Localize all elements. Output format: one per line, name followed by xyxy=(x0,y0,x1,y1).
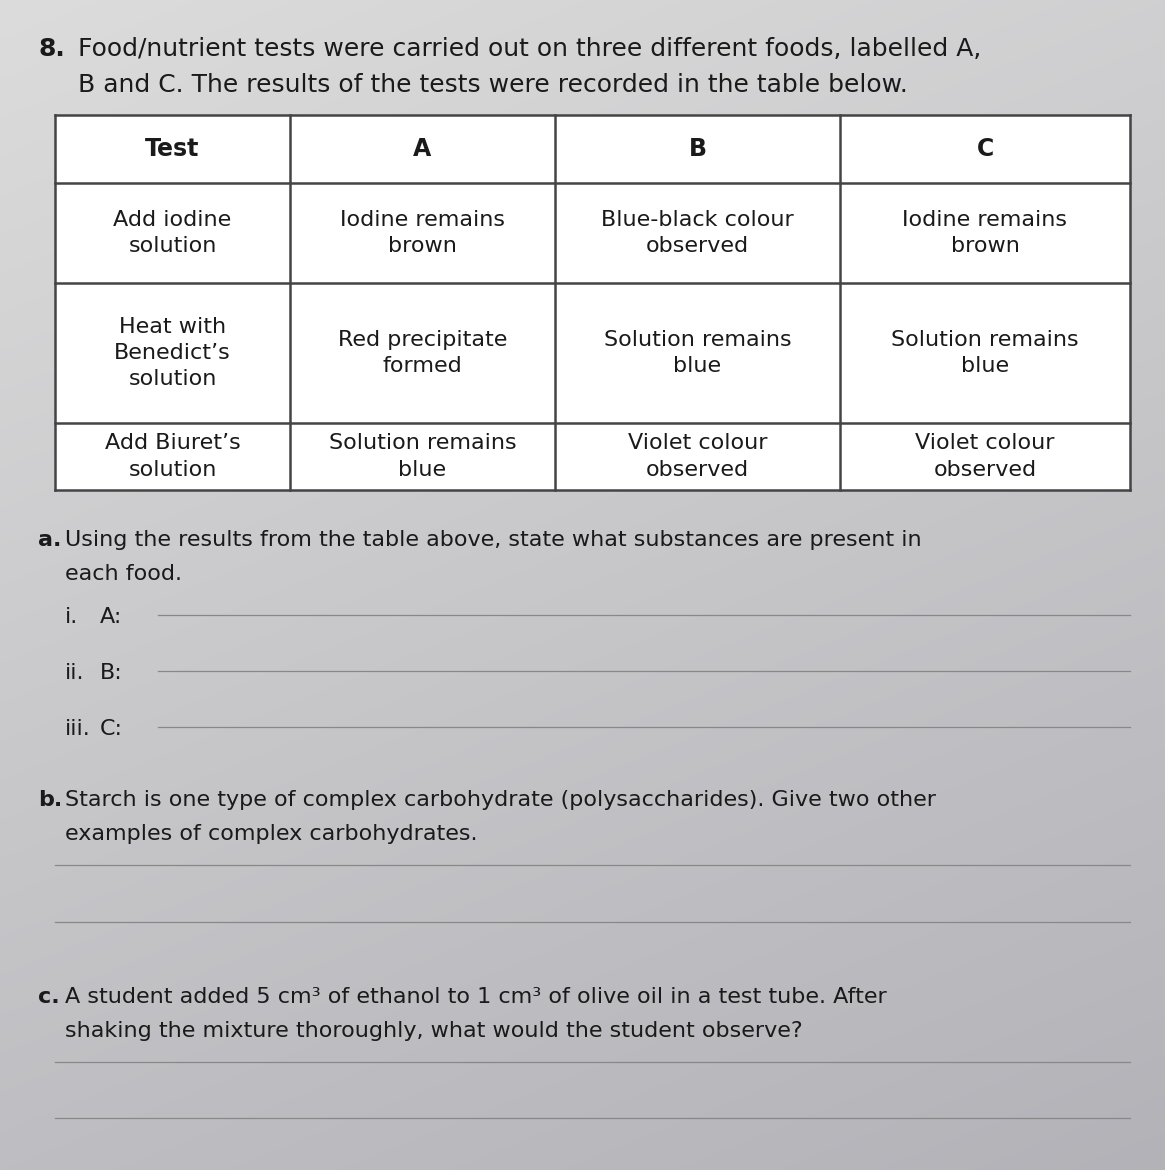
Text: Add iodine
solution: Add iodine solution xyxy=(113,209,232,256)
Text: Iodine remains
brown: Iodine remains brown xyxy=(340,209,504,256)
Text: Heat with
Benedict’s
solution: Heat with Benedict’s solution xyxy=(114,317,231,390)
Text: C:: C: xyxy=(100,720,123,739)
Text: i.: i. xyxy=(65,607,78,627)
Text: examples of complex carbohydrates.: examples of complex carbohydrates. xyxy=(65,824,478,844)
Text: B and C. The results of the tests were recorded in the table below.: B and C. The results of the tests were r… xyxy=(78,73,908,97)
Text: Add Biuret’s
solution: Add Biuret’s solution xyxy=(105,433,240,480)
Text: iii.: iii. xyxy=(65,720,91,739)
Text: C: C xyxy=(976,137,994,161)
Text: Iodine remains
brown: Iodine remains brown xyxy=(903,209,1067,256)
Text: a.: a. xyxy=(38,530,62,550)
Text: Using the results from the table above, state what substances are present in: Using the results from the table above, … xyxy=(65,530,922,550)
Text: Violet colour
observed: Violet colour observed xyxy=(628,433,768,480)
Text: B: B xyxy=(689,137,706,161)
Text: Violet colour
observed: Violet colour observed xyxy=(916,433,1054,480)
Text: Food/nutrient tests were carried out on three different foods, labelled A,: Food/nutrient tests were carried out on … xyxy=(78,37,981,61)
Text: A: A xyxy=(414,137,431,161)
Text: 8.: 8. xyxy=(38,37,65,61)
Text: ii.: ii. xyxy=(65,663,85,683)
Text: A student added 5 cm³ of ethanol to 1 cm³ of olive oil in a test tube. After: A student added 5 cm³ of ethanol to 1 cm… xyxy=(65,987,887,1007)
Text: Blue-black colour
observed: Blue-black colour observed xyxy=(601,209,793,256)
Text: A:: A: xyxy=(100,607,122,627)
Text: Solution remains
blue: Solution remains blue xyxy=(891,330,1079,377)
Text: b.: b. xyxy=(38,790,62,810)
Text: Red precipitate
formed: Red precipitate formed xyxy=(338,330,507,377)
Text: each food.: each food. xyxy=(65,564,182,584)
Text: Solution remains
blue: Solution remains blue xyxy=(329,433,516,480)
Text: Solution remains
blue: Solution remains blue xyxy=(603,330,791,377)
Text: B:: B: xyxy=(100,663,122,683)
Text: Test: Test xyxy=(146,137,199,161)
Text: Starch is one type of complex carbohydrate (polysaccharides). Give two other: Starch is one type of complex carbohydra… xyxy=(65,790,935,810)
Bar xyxy=(55,115,1130,490)
Text: c.: c. xyxy=(38,987,59,1007)
Text: shaking the mixture thoroughly, what would the student observe?: shaking the mixture thoroughly, what wou… xyxy=(65,1021,803,1041)
